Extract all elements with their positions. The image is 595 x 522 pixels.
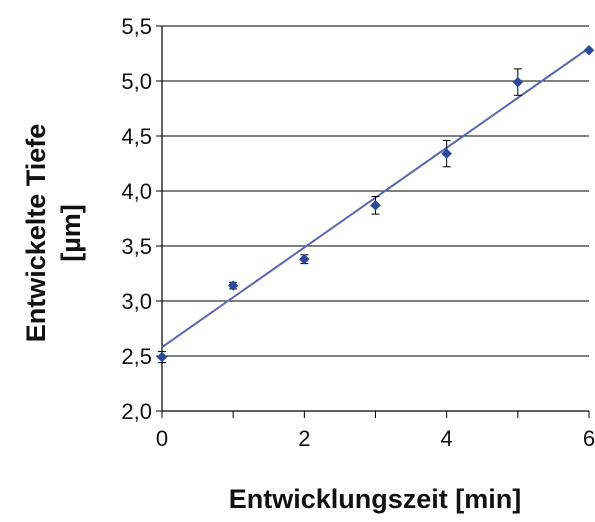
y-tick-label-5: 4,5 [121, 124, 152, 149]
data-point-0-4 [441, 148, 453, 159]
data-point-0-3 [370, 199, 381, 211]
x-tick-label-0: 0 [156, 426, 168, 451]
data-point-0-5 [512, 76, 524, 88]
y-axis-title-line-1: Entwickelte Tiefe [21, 124, 51, 343]
x-axis-title: Entwicklungszeit [min] [229, 484, 522, 514]
y-tick-label-0: 2,0 [121, 399, 152, 424]
y-axis-title-line-2: [µm] [56, 204, 86, 262]
data-point-0-2 [298, 253, 310, 265]
y-tick-label-7: 5,5 [121, 14, 152, 39]
gridlines [162, 25, 589, 412]
tick-labels: 2,0 2,5 3,0 3,5 4,0 4,5 5,0 5,5 0 2 4 6 [121, 14, 595, 451]
y-tick-label-3: 3,5 [121, 234, 152, 259]
data-points [156, 44, 595, 363]
y-tick-label-6: 5,0 [121, 69, 152, 94]
x-tick-label-1: 2 [298, 426, 310, 451]
y-tick-label-1: 2,5 [121, 344, 152, 369]
x-tick-label-2: 4 [441, 426, 453, 451]
x-tick-label-3: 6 [583, 426, 595, 451]
y-tick-label-4: 4,0 [121, 179, 152, 204]
axes [156, 25, 590, 418]
y-axis-title: Entwickelte Tiefe [µm] [21, 124, 86, 343]
data-point-0-1 [227, 280, 239, 291]
data-point-0-0 [156, 351, 168, 363]
error-bars [158, 68, 522, 364]
y-tick-label-2: 3,0 [121, 289, 152, 314]
data-point-0-6 [583, 44, 595, 56]
